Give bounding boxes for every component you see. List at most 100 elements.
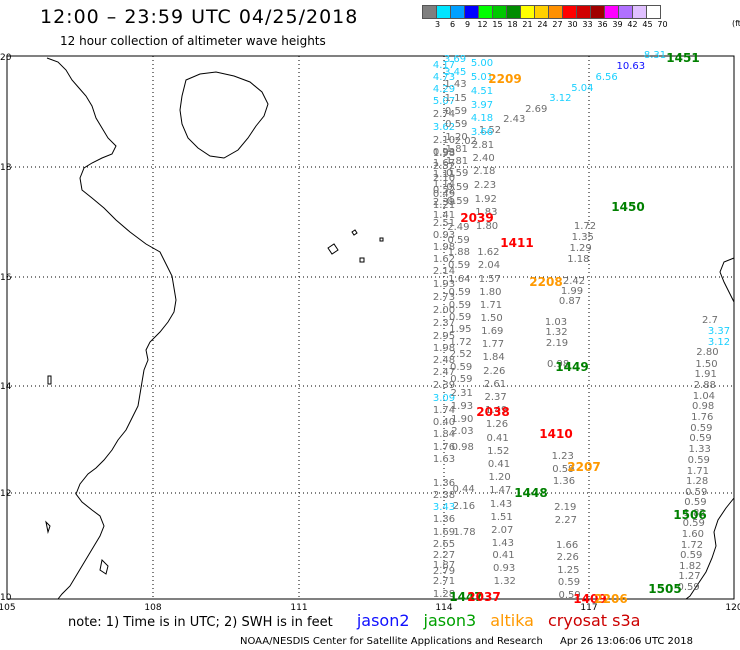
x-tick-label: 120 bbox=[725, 603, 740, 613]
wave-height-value: 0.59 bbox=[447, 196, 469, 207]
wave-height-value: 0.41 bbox=[492, 550, 514, 561]
wave-height-value: 1.81 bbox=[446, 144, 468, 155]
hainan-island bbox=[179, 71, 269, 159]
wave-height-value: 1.36 bbox=[553, 476, 575, 487]
wave-height-value: 1.15 bbox=[445, 93, 467, 104]
wave-height-value: 1.60 bbox=[682, 529, 704, 540]
pass-time-label: 2208 bbox=[529, 275, 562, 289]
legend-label: 33 bbox=[582, 20, 593, 29]
wave-height-value: 2.07 bbox=[491, 525, 513, 536]
wave-height-value: 2.04 bbox=[478, 260, 500, 271]
wave-height-value: 1.28 bbox=[433, 589, 455, 600]
wave-height-value: 1.64 bbox=[448, 274, 470, 285]
wave-height-value: 1.76 bbox=[433, 442, 455, 453]
wave-height-value: 0.59 bbox=[689, 433, 711, 444]
wave-height-value: 0.59 bbox=[448, 260, 470, 271]
wave-height-value: 3.12 bbox=[708, 337, 730, 348]
wave-height-value: 1.67 bbox=[433, 158, 455, 169]
wave-height-value: 1.77 bbox=[482, 339, 504, 350]
wave-height-value: 2.52 bbox=[450, 349, 472, 360]
legend-label: 42 bbox=[627, 20, 638, 29]
wave-height-value: 0.98 bbox=[547, 359, 569, 370]
footer-credit: NOAA/NESDIS Center for Satellite Applica… bbox=[240, 636, 693, 647]
wave-height-value: 1.43 bbox=[444, 79, 466, 90]
wave-height-value: 1.57 bbox=[479, 274, 501, 285]
x-tick-label: 108 bbox=[144, 603, 161, 613]
y-tick-label: 16 bbox=[0, 273, 12, 283]
wave-height-value: 1.21 bbox=[433, 200, 455, 211]
legend-labels: 3 6 9 12 15 18 21 24 27 30 33 36 39 42 45 70 bbox=[430, 19, 670, 30]
wave-height-value: 4.73 bbox=[433, 72, 455, 83]
wave-height-value: 1.87 bbox=[433, 560, 455, 571]
wave-height-value: 2.49 bbox=[447, 222, 469, 233]
wave-height-value: 2.52 bbox=[433, 161, 455, 172]
wave-height-value: 2.03 bbox=[451, 426, 473, 437]
map-grid bbox=[7, 56, 734, 599]
wave-height-value: 1.78 bbox=[453, 527, 475, 538]
wave-height-value: 2.73 bbox=[433, 292, 455, 303]
legend-label: 36 bbox=[597, 20, 608, 29]
x-axis-labels: 105 108 111 114 117 120 bbox=[0, 603, 740, 613]
wave-height-value: 3.37 bbox=[708, 326, 730, 337]
pass-time-label: 2207 bbox=[567, 460, 600, 474]
x-tick-label: 105 bbox=[0, 603, 16, 613]
wave-height-value: 1.71 bbox=[687, 466, 709, 477]
wave-height-value: 0.49 bbox=[433, 189, 455, 200]
map-title: 12:00 – 23:59 UTC 04/25/2018 bbox=[40, 6, 359, 28]
y-tick-label: 10 bbox=[0, 593, 12, 603]
x-tick-label: 111 bbox=[290, 603, 307, 613]
legend-swatches bbox=[422, 5, 670, 19]
wave-height-value: 2.51 bbox=[433, 218, 455, 229]
wave-height-value: 1.23 bbox=[552, 451, 574, 462]
wave-height-value: 1.93 bbox=[451, 401, 473, 412]
wave-height-value: 2.74 bbox=[433, 109, 455, 120]
wave-height-value: 1.69 bbox=[433, 527, 455, 538]
wave-height-value: 0.93 bbox=[493, 563, 515, 574]
wave-height-value: 2.14 bbox=[433, 266, 455, 277]
wave-height-value: 1.82 bbox=[679, 561, 701, 572]
wave-height-value: 0.59 bbox=[449, 300, 471, 311]
pass-time-label: 1450 bbox=[611, 200, 644, 214]
wave-height-value: 3.69 bbox=[444, 54, 466, 65]
wave-height-value: 0.44 bbox=[452, 484, 474, 495]
wave-height-value: 1.72 bbox=[450, 337, 472, 348]
x-tick-label: 114 bbox=[435, 603, 452, 613]
wave-height-value: 1.66 bbox=[556, 540, 578, 551]
wave-height-value: 0.59 bbox=[680, 550, 702, 561]
wave-height-value: 6.56 bbox=[595, 72, 617, 83]
wave-height-value: 0.59 bbox=[445, 119, 467, 130]
wave-height-value: 1.76 bbox=[691, 412, 713, 423]
pass-time-label: 1449 bbox=[555, 360, 588, 374]
credit-left: NOAA/NESDIS Center for Satellite Applica… bbox=[240, 636, 543, 647]
wave-height-value: 1.69 bbox=[481, 326, 503, 337]
y-tick-label: 20 bbox=[0, 53, 12, 63]
legend-label: 12 bbox=[477, 20, 488, 29]
wave-height-value: 2.39 bbox=[433, 380, 455, 391]
wave-height-value: 1.72 bbox=[574, 221, 596, 232]
wave-height-value: 1.98 bbox=[433, 242, 455, 253]
wave-height-value: 2.61 bbox=[484, 379, 506, 390]
wave-height-value: 0.59 bbox=[552, 464, 574, 475]
wave-height-value: 1.82 bbox=[683, 508, 705, 519]
wave-height-value: 0.59 bbox=[446, 168, 468, 179]
wave-height-value: 1.95 bbox=[449, 324, 471, 335]
pass-time-label: 1451 bbox=[666, 51, 699, 65]
wave-height-value: 1.49 bbox=[485, 405, 507, 416]
wave-height-value: 2.39 bbox=[433, 197, 455, 208]
wave-height-value: 1.74 bbox=[433, 405, 455, 416]
wave-height-value: 2.37 bbox=[484, 392, 506, 403]
wave-height-value: 2.7 bbox=[702, 315, 718, 326]
wave-height-value: 1.80 bbox=[476, 221, 498, 232]
wave-height-value: 5.07 bbox=[433, 96, 455, 107]
wave-height-value: 1.36 bbox=[433, 478, 455, 489]
wave-height-value: 1.25 bbox=[557, 565, 579, 576]
pass-time-label: 1447 bbox=[449, 590, 482, 604]
philippines-coastline bbox=[685, 257, 735, 600]
wave-height-value: 2.79 bbox=[433, 566, 455, 577]
pass-time-label: 1410 bbox=[539, 427, 572, 441]
wave-height-value: 1.52 bbox=[479, 125, 501, 136]
wave-height-value: 1.90 bbox=[451, 414, 473, 425]
wave-height-value: 2.71 bbox=[433, 576, 455, 587]
pass-time-label: 2206 bbox=[594, 592, 627, 606]
